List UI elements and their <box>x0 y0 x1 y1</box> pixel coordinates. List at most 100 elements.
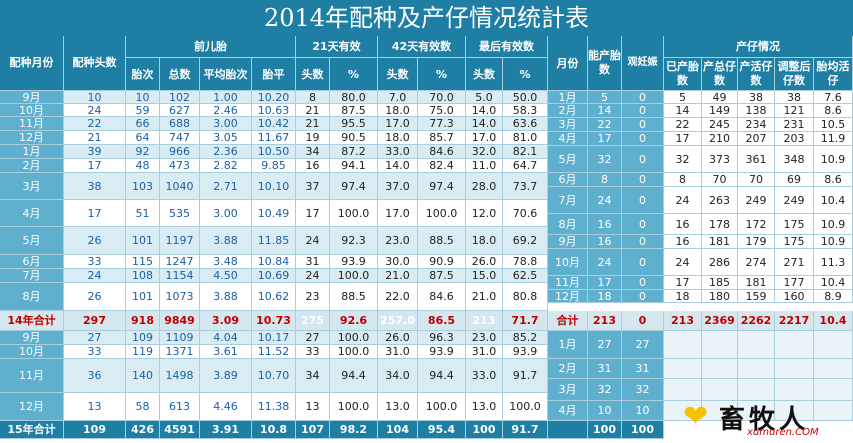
table-cell[interactable]: 37 <box>296 173 330 200</box>
table-cell[interactable]: 37.0 <box>378 173 418 200</box>
right-cell[interactable]: 0 <box>622 91 664 104</box>
right-cell[interactable]: 32 <box>588 146 622 173</box>
table-cell[interactable]: 87.2 <box>330 145 378 159</box>
header-farrow-sub[interactable]: 调整后仔数 <box>775 58 814 91</box>
table-cell[interactable]: 13 <box>296 393 330 421</box>
header-pct[interactable]: % <box>330 58 378 91</box>
table-cell[interactable]: 9月 <box>0 91 64 104</box>
table-cell[interactable]: 77.3 <box>418 117 466 131</box>
table-cell[interactable]: 17 <box>296 200 330 227</box>
header-21d[interactable]: 21天有效 <box>296 36 378 58</box>
right-cell[interactable]: 4月 <box>548 401 588 421</box>
empty-cell[interactable] <box>702 401 738 421</box>
header-farrow-sub[interactable]: 已产胎数 <box>664 58 702 91</box>
table-cell[interactable]: 39 <box>64 145 126 159</box>
table-cell[interactable]: 1247 <box>160 255 200 269</box>
table-cell[interactable]: 2.82 <box>200 159 252 173</box>
table-cell[interactable]: 3.05 <box>200 131 252 145</box>
table-cell[interactable]: 22.0 <box>378 283 418 311</box>
table-cell[interactable]: 48 <box>126 159 160 173</box>
total-row-2014[interactable]: 9849 <box>160 311 200 331</box>
table-cell[interactable]: 70.0 <box>418 91 466 104</box>
right-total-2014[interactable]: 10.4 <box>814 311 853 331</box>
table-cell[interactable]: 2月 <box>0 159 64 173</box>
table-cell[interactable]: 38 <box>64 173 126 200</box>
right-cell[interactable]: 17 <box>588 276 622 290</box>
table-cell[interactable]: 34 <box>296 145 330 159</box>
right-total-2014[interactable]: 2217 <box>775 311 814 331</box>
table-cell[interactable]: 8月 <box>0 283 64 311</box>
right-cell[interactable]: 10.4 <box>814 187 853 214</box>
table-cell[interactable]: 34 <box>296 359 330 393</box>
header-farrow-sub[interactable]: 产总仔数 <box>702 58 738 91</box>
right-cell[interactable]: 32 <box>664 146 702 173</box>
table-cell[interactable]: 64.7 <box>503 159 548 173</box>
total-row-2015[interactable]: 107 <box>296 421 330 439</box>
right-cell[interactable]: 18 <box>664 290 702 303</box>
header-42d[interactable]: 42天有效数 <box>378 36 466 58</box>
table-cell[interactable]: 10 <box>126 91 160 104</box>
right-cell[interactable]: 24 <box>664 249 702 276</box>
right-cell[interactable]: 10.9 <box>814 146 853 173</box>
table-cell[interactable]: 1月 <box>0 145 64 159</box>
right-cell[interactable]: 263 <box>702 187 738 214</box>
right-cell[interactable]: 10.9 <box>814 235 853 249</box>
table-cell[interactable]: 80.0 <box>330 91 378 104</box>
table-cell[interactable]: 747 <box>160 131 200 145</box>
right-cell[interactable]: 0 <box>622 173 664 187</box>
table-cell[interactable]: 21 <box>64 131 126 145</box>
table-cell[interactable]: 10.84 <box>252 255 296 269</box>
table-cell[interactable]: 10.63 <box>252 104 296 117</box>
table-cell[interactable]: 51 <box>126 200 160 227</box>
total-row-2015[interactable]: 15年合计 <box>0 421 64 439</box>
right-cell[interactable]: 0 <box>622 104 664 118</box>
right-cell[interactable]: 8.6 <box>814 104 853 118</box>
right-cell[interactable]: 7.6 <box>814 91 853 104</box>
right-cell[interactable]: 69 <box>775 173 814 187</box>
table-cell[interactable]: 11月 <box>0 117 64 131</box>
header-heads[interactable]: 配种头数 <box>64 36 126 91</box>
table-cell[interactable]: 4.50 <box>200 269 252 283</box>
header-final[interactable]: 最后有效数 <box>466 36 548 58</box>
table-cell[interactable]: 23 <box>296 283 330 311</box>
table-cell[interactable]: 26.0 <box>378 331 418 345</box>
table-cell[interactable]: 59 <box>126 104 160 117</box>
table-cell[interactable]: 7.0 <box>378 91 418 104</box>
table-cell[interactable]: 10.49 <box>252 200 296 227</box>
total-row-2014[interactable]: 92.6 <box>330 311 378 331</box>
table-cell[interactable]: 95.5 <box>330 117 378 131</box>
header-farrow-sub[interactable]: 产活仔数 <box>738 58 775 91</box>
right-cell[interactable]: 17 <box>588 132 622 146</box>
table-cell[interactable]: 30.0 <box>378 255 418 269</box>
right-cell[interactable]: 17 <box>664 276 702 290</box>
table-cell[interactable]: 94.4 <box>418 359 466 393</box>
right-cell[interactable]: 5月 <box>548 146 588 173</box>
right-total-2015[interactable]: 100 <box>622 421 664 439</box>
right-cell[interactable]: 31 <box>588 359 622 379</box>
right-cell[interactable]: 16 <box>664 235 702 249</box>
right-cell[interactable]: 3月 <box>548 379 588 401</box>
table-cell[interactable]: 31.0 <box>378 345 418 359</box>
right-cell[interactable]: 1月 <box>548 91 588 104</box>
table-cell[interactable]: 11.38 <box>252 393 296 421</box>
empty-cell[interactable] <box>664 379 702 401</box>
right-cell[interactable]: 24 <box>664 187 702 214</box>
table-cell[interactable]: 85.2 <box>503 331 548 345</box>
right-cell[interactable]: 8月 <box>548 214 588 235</box>
empty-cell[interactable] <box>775 379 814 401</box>
table-cell[interactable]: 10.50 <box>252 145 296 159</box>
table-cell[interactable]: 33 <box>296 345 330 359</box>
table-cell[interactable]: 78.8 <box>503 255 548 269</box>
table-cell[interactable]: 6月 <box>0 255 64 269</box>
table-cell[interactable]: 9月 <box>0 331 64 345</box>
header-farrow[interactable]: 产仔情况 <box>664 36 853 58</box>
table-cell[interactable]: 93.9 <box>418 345 466 359</box>
table-cell[interactable]: 10.70 <box>252 359 296 393</box>
total-row-2015[interactable]: 95.4 <box>418 421 466 439</box>
table-cell[interactable]: 32.0 <box>466 145 503 159</box>
table-cell[interactable]: 69.2 <box>503 227 548 255</box>
right-cell[interactable]: 0 <box>622 118 664 132</box>
table-cell[interactable]: 11月 <box>0 359 64 393</box>
total-row-2015[interactable]: 4591 <box>160 421 200 439</box>
table-cell[interactable]: 27 <box>64 331 126 345</box>
